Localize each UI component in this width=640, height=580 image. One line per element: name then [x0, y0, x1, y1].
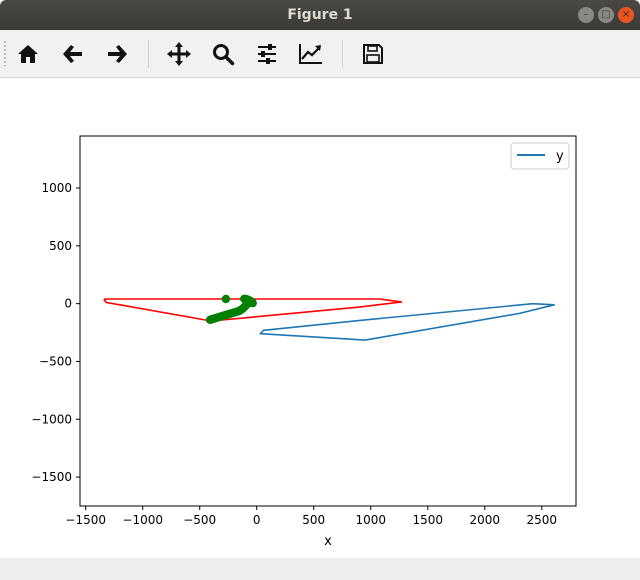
status-bar	[0, 558, 640, 580]
x-axis: −1500 −1000 −500 0 500 1000 1500 2000 2500	[65, 506, 557, 527]
x-tick-label: −500	[183, 513, 216, 527]
configure-subplots-button[interactable]	[251, 38, 283, 70]
maximize-icon[interactable]: □	[598, 7, 614, 23]
x-tick-label: 1000	[355, 513, 386, 527]
x-tick-label: 1500	[412, 513, 443, 527]
y-tick-label: 0	[64, 297, 72, 311]
y-tick-label: 500	[49, 239, 72, 253]
x-tick-label: 2000	[470, 513, 501, 527]
home-button[interactable]	[12, 38, 44, 70]
save-button[interactable]	[357, 38, 389, 70]
forward-arrow-icon	[108, 45, 127, 63]
configure-subplots-icon	[258, 44, 276, 64]
x-tick-label: −1000	[122, 513, 163, 527]
pan-button[interactable]	[163, 38, 195, 70]
pan-icon	[167, 42, 191, 66]
scatter-point	[248, 298, 257, 308]
x-tick-label: −1500	[65, 513, 106, 527]
back-button[interactable]	[57, 38, 89, 70]
window-titlebar: Figure 1 – □ ×	[0, 0, 640, 30]
axes-frame	[79, 135, 577, 507]
home-icon	[18, 45, 38, 63]
edit-axis-button[interactable]	[295, 38, 327, 70]
close-icon[interactable]: ×	[618, 7, 634, 23]
toolbar-separator	[342, 40, 343, 68]
x-axis-label: x	[324, 534, 332, 549]
back-arrow-icon	[63, 45, 82, 63]
y-tick-label: 1000	[41, 181, 72, 195]
scatter-point	[221, 294, 231, 304]
minimize-icon[interactable]: –	[578, 7, 594, 23]
toolbar-separator	[148, 40, 149, 68]
y-tick-label: −500	[39, 354, 72, 368]
edit-axis-icon	[299, 44, 322, 64]
forward-button[interactable]	[101, 38, 133, 70]
y-tick-label: −1000	[31, 412, 72, 426]
chart: −1500 −1000 −500 0 500 1000 1500 2000 2500 1000 5…	[31, 135, 577, 549]
x-tick-label: 2500	[527, 513, 558, 527]
plot-content	[103, 294, 556, 341]
series-line-1	[103, 298, 403, 322]
y-tick-label: −1500	[31, 470, 72, 484]
series-line-0	[259, 302, 556, 341]
y-axis: 1000 500 0 −500 −1000 −1500	[31, 181, 80, 484]
legend-label-y: y	[556, 149, 564, 164]
figure-canvas[interactable]: −1500 −1000 −500 0 500 1000 1500 2000 2500 1000 5…	[0, 78, 640, 558]
save-icon	[363, 44, 383, 64]
zoom-icon	[213, 44, 235, 66]
zoom-button[interactable]	[207, 38, 239, 70]
legend: y	[510, 142, 570, 170]
window-title: Figure 1	[287, 7, 353, 23]
toolbar-grip[interactable]	[3, 40, 7, 66]
scatter-point	[240, 294, 249, 303]
toolbar	[0, 30, 640, 78]
x-tick-label: 0	[253, 513, 261, 527]
x-tick-label: 500	[302, 513, 325, 527]
